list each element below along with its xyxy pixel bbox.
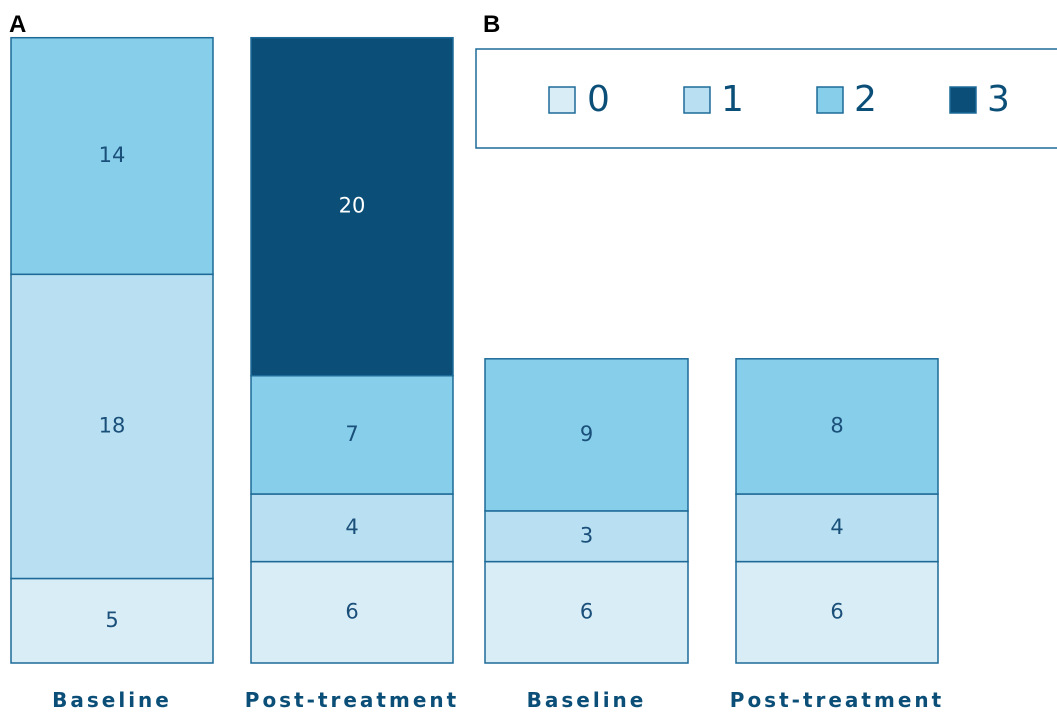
bar-segment bbox=[484, 358, 689, 512]
data-label: 18 bbox=[99, 413, 126, 437]
data-label: 4 bbox=[345, 515, 358, 539]
legend-label: 3 bbox=[987, 79, 1010, 120]
bar-segment bbox=[10, 273, 214, 580]
category-label: Post-treatment bbox=[730, 688, 944, 712]
category-labels-group: Baseline Post-treatment Baseline Post-treat… bbox=[52, 688, 944, 712]
data-label: 7 bbox=[345, 422, 358, 446]
legend-swatch bbox=[816, 86, 844, 114]
data-label: 5 bbox=[105, 608, 118, 632]
legend-swatch bbox=[548, 86, 576, 114]
bar-segment bbox=[735, 358, 939, 495]
bar-segment bbox=[484, 560, 689, 664]
bar-segment bbox=[735, 493, 939, 563]
data-label: 9 bbox=[580, 422, 593, 446]
data-label: 14 bbox=[99, 143, 126, 167]
legend-items: 0 1 2 3 bbox=[548, 79, 1010, 120]
data-label: 6 bbox=[345, 599, 358, 623]
data-label: 8 bbox=[830, 413, 843, 437]
legend-swatch bbox=[949, 86, 977, 114]
category-label: Baseline bbox=[527, 688, 647, 712]
data-label: 6 bbox=[830, 599, 843, 623]
legend-label: 2 bbox=[854, 79, 877, 120]
bar-segment bbox=[10, 36, 214, 276]
data-label: 4 bbox=[830, 515, 843, 539]
data-label: 3 bbox=[580, 523, 593, 547]
legend-label: 0 bbox=[587, 79, 610, 120]
bar-segment bbox=[735, 560, 939, 664]
bar-segment bbox=[484, 510, 689, 563]
legend-label: 1 bbox=[721, 79, 744, 120]
legend-swatch bbox=[683, 86, 711, 114]
panel-label-a: A bbox=[9, 11, 26, 38]
bar-segment bbox=[10, 577, 214, 664]
panel-label-b: B bbox=[483, 11, 500, 38]
bar-segment bbox=[250, 36, 454, 377]
category-label: Baseline bbox=[52, 688, 172, 712]
category-label: Post-treatment bbox=[245, 688, 459, 712]
legend: 0 1 2 3 bbox=[475, 48, 1057, 149]
data-label: 20 bbox=[339, 194, 366, 218]
data-label: 6 bbox=[580, 599, 593, 623]
